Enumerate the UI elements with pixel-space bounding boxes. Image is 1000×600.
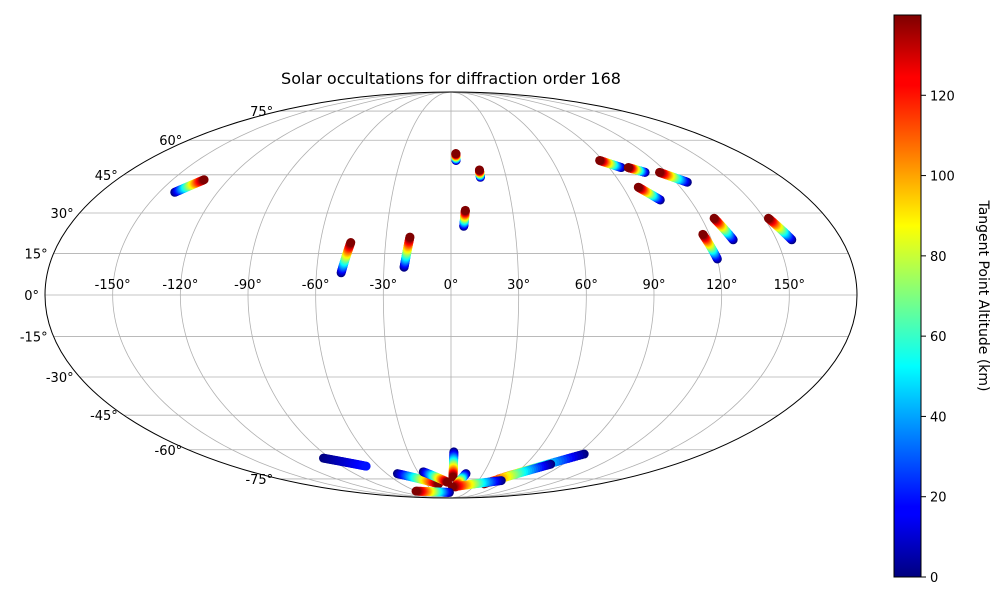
latitude-tick-label: 45°	[95, 169, 118, 184]
occultation-point	[763, 213, 773, 223]
occultation-point	[346, 238, 356, 247]
colorbar-tick-label: 80	[930, 250, 947, 265]
latitude-tick-label: 60°	[159, 134, 182, 149]
colorbar-tick-label: 120	[930, 89, 955, 104]
occultation-points	[170, 149, 797, 497]
occultation-point	[361, 461, 371, 471]
longitude-tick-label: -30°	[369, 278, 397, 293]
colorbar-tick-label: 40	[930, 410, 947, 425]
colorbar-label: Tangent Point Altitude (km)	[975, 199, 991, 391]
colorbar-ticks: 0 20 40 60 80 100 120	[921, 89, 955, 586]
occultation-point	[199, 175, 209, 185]
longitude-tick-label: 0°	[444, 278, 459, 293]
occultation-point	[460, 205, 470, 215]
longitude-tick-label: -120°	[162, 278, 198, 293]
occultation-point	[451, 149, 461, 159]
latitude-tick-label: 30°	[51, 207, 74, 222]
colorbar-tick-label: 60	[930, 330, 947, 345]
occultation-point	[474, 165, 484, 175]
longitude-tick-label: 90°	[642, 278, 665, 293]
occultation-point	[655, 167, 665, 177]
occultation-point	[623, 163, 633, 173]
latitude-tick-label: -75°	[245, 473, 273, 488]
longitude-tick-label: 150°	[774, 278, 805, 293]
latitude-tick-label: -30°	[46, 371, 74, 386]
latitude-tick-label: -15°	[20, 331, 48, 346]
occultation-point	[595, 155, 605, 165]
latitude-tick-label: 75°	[250, 105, 273, 120]
colorbar-tick-label: 100	[930, 170, 955, 185]
colorbar-tick-label: 0	[930, 571, 938, 586]
occultation-point	[405, 232, 415, 242]
graticule-grid	[45, 92, 857, 498]
latitude-tick-label: -60°	[155, 444, 183, 459]
occultation-point	[709, 213, 719, 223]
longitude-tick-label: -90°	[234, 278, 262, 293]
latitude-tick-label: 15°	[25, 247, 48, 262]
occultation-point	[411, 486, 421, 496]
occultation-point	[698, 229, 708, 239]
longitude-tick-label: -150°	[95, 278, 131, 293]
longitude-tick-label: 120°	[706, 278, 737, 293]
longitude-tick-label: 60°	[575, 278, 598, 293]
colorbar	[893, 14, 922, 578]
latitude-tick-label: -45°	[90, 409, 118, 424]
occultation-point	[633, 182, 643, 192]
colorbar-tick-label: 20	[930, 491, 947, 506]
latitude-tick-labels: -75° -60° -45° -30° -15° 0° 15° 30° 45° 60° 75°	[20, 105, 273, 488]
chart-title: Solar occultations for diffraction order…	[281, 69, 621, 88]
longitude-tick-label: -60°	[302, 278, 330, 293]
map-boundary	[44, 91, 858, 499]
longitude-tick-labels: -150° -120° -90° -60° -30° 0° 30° 60° 90° 120° 150…	[95, 278, 805, 293]
longitude-tick-label: 30°	[507, 278, 530, 293]
latitude-tick-label: 0°	[24, 289, 39, 304]
